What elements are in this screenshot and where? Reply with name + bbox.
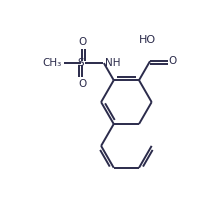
Text: O: O: [78, 37, 87, 47]
Text: S: S: [77, 58, 84, 68]
Text: CH₃: CH₃: [43, 58, 62, 68]
Text: O: O: [78, 79, 87, 89]
Text: HO: HO: [139, 35, 156, 45]
Text: O: O: [169, 56, 177, 66]
Text: NH: NH: [105, 58, 120, 68]
